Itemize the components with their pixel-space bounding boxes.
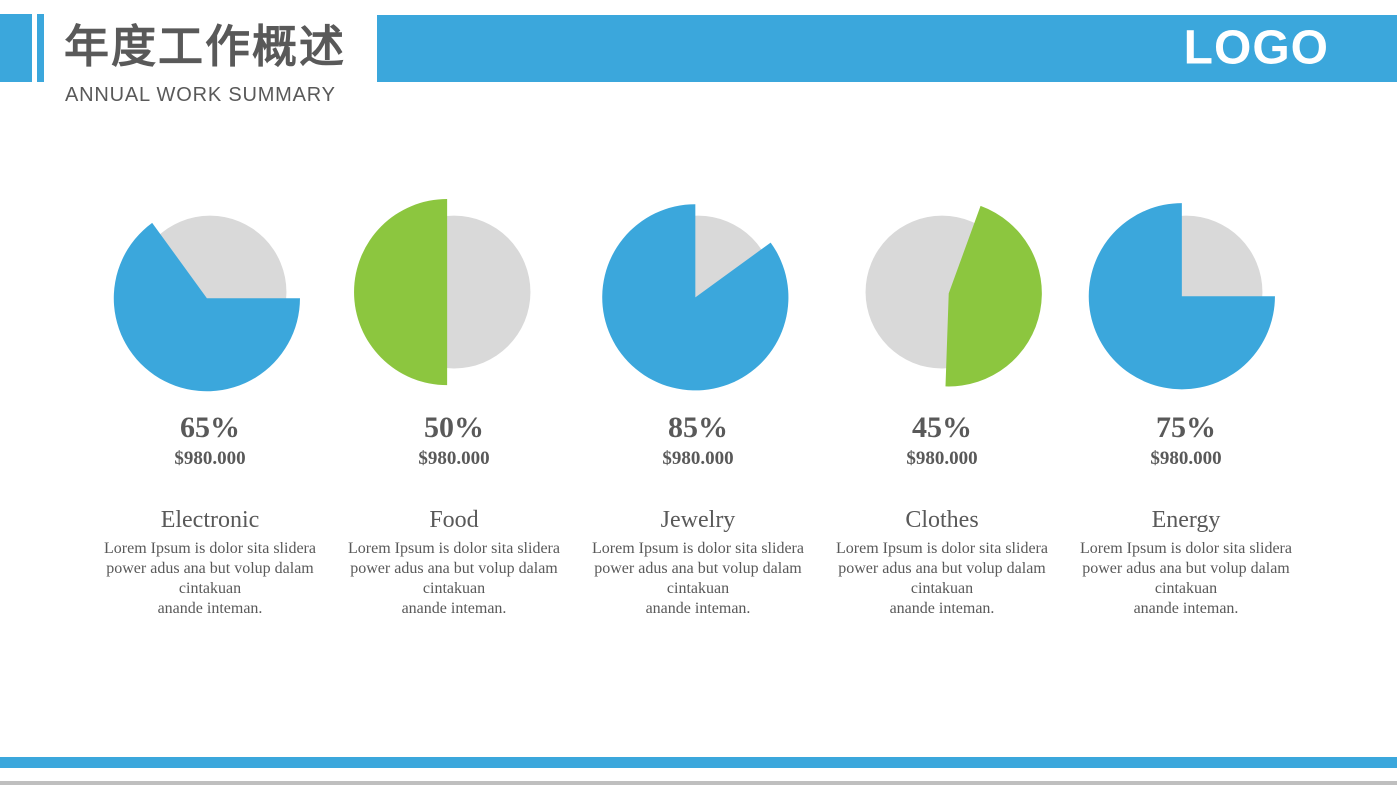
category-label: Clothes [905,507,979,533]
category-label: Food [429,507,479,533]
pie-value-slice [113,222,300,392]
header-accent-sliver [37,14,44,82]
logo-banner: LOGO [377,15,1397,82]
slide-subtitle: ANNUAL WORK SUMMARY [65,84,336,106]
logo-text: LOGO [1183,20,1329,74]
stat-column-clothes: 45% $980.000 Clothes Lorem Ipsum is dolo… [820,198,1064,619]
stat-column-energy: 75% $980.000 Energy Lorem Ipsum is dolor… [1064,198,1308,619]
pie-chart-jewelry [602,204,789,391]
stats-row: 65% $980.000 Electronic Lorem Ipsum is d… [88,198,1308,619]
pie-value-slice [354,198,448,386]
header-accent-square [0,14,32,82]
pie-value-slice [602,204,789,391]
value-label: $980.000 [662,448,734,469]
percent-label: 75% [1156,411,1216,444]
category-description: Lorem Ipsum is dolor sita slidera power … [104,540,316,617]
pie-chart-energy [1088,203,1275,390]
value-label: $980.000 [1150,448,1222,469]
percent-label: 65% [180,411,240,444]
percent-label: 45% [912,411,972,444]
category-label: Jewelry [660,507,736,533]
stat-column-electronic: 65% $980.000 Electronic Lorem Ipsum is d… [88,198,332,619]
slide-title: 年度工作概述 [64,21,347,72]
footer-gray-bar [0,781,1397,785]
value-label: $980.000 [174,448,246,469]
category-label: Electronic [160,507,260,533]
pie-chart-electronic [113,215,300,392]
pie-chart-clothes [865,205,1042,387]
pie-value-slice [945,205,1042,387]
stat-column-jewelry: 85% $980.000 Jewelry Lorem Ipsum is dolo… [576,198,820,619]
footer-blue-bar [0,757,1397,768]
percent-label: 50% [424,411,484,444]
category-description: Lorem Ipsum is dolor sita slidera power … [1080,540,1292,617]
value-label: $980.000 [906,448,978,469]
stat-column-food: 50% $980.000 Food Lorem Ipsum is dolor s… [332,198,576,619]
value-label: $980.000 [418,448,490,469]
pie-value-slice [1088,203,1275,390]
percent-label: 85% [668,411,728,444]
category-label: Energy [1151,507,1221,533]
category-description: Lorem Ipsum is dolor sita slidera power … [836,540,1048,617]
pie-chart-food [354,198,531,386]
category-description: Lorem Ipsum is dolor sita slidera power … [348,540,560,617]
category-description: Lorem Ipsum is dolor sita slidera power … [592,540,804,617]
